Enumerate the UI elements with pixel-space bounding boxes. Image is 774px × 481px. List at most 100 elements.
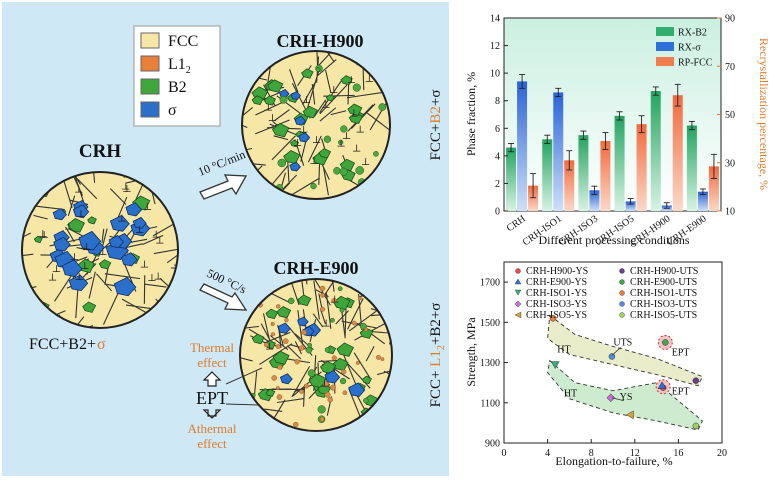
svg-text:⊥: ⊥ — [38, 229, 47, 240]
svg-text:⊥: ⊥ — [336, 138, 345, 149]
bar-RP-FCC-CRH-ISO3 — [600, 141, 611, 211]
crh-caption: FCC+B2+ — [29, 336, 96, 353]
bar-legend: RX-B2 RX-σ RP-FCC — [656, 27, 713, 69]
ys-pointer — [611, 397, 624, 402]
legend-swatch-3 — [140, 101, 160, 118]
bar-ytick-label-12: 12 — [490, 41, 500, 52]
point-CRH-H900-UTS — [692, 377, 700, 384]
svg-text:⊥: ⊥ — [143, 202, 152, 213]
scatter-annotation-3: HT — [564, 389, 577, 400]
athermal-label-2: effect — [197, 436, 227, 451]
bar-RX-σ-CRH-ISO1 — [553, 92, 564, 211]
svg-text:⊥: ⊥ — [52, 264, 61, 275]
scatter-legend-label-9: CRH-ISO5-UTS — [630, 310, 697, 321]
point-CRH-ISO3-UTS — [608, 353, 616, 360]
crh-caption-sigma: σ — [97, 336, 106, 353]
scatter-xtick-label-4: 4 — [545, 448, 550, 459]
scatter-ytick-label-1100: 1100 — [480, 398, 500, 409]
bar-y2tick-label-90: 90 — [725, 14, 735, 25]
crh-h900-microstructure: ⊥⊥⊥⊥⊥⊥⊥⊥⊥⊥⊥⊥⊥⊥⊥⊥⊥⊥ CRH-H900 FCC+B2+σ — [241, 31, 444, 200]
svg-text:⊥: ⊥ — [302, 95, 311, 106]
svg-text:⊥: ⊥ — [98, 247, 107, 258]
svg-text:⊥: ⊥ — [312, 135, 321, 146]
point-CRH-ISO5-YS — [625, 410, 634, 420]
bar-RP-FCC-CRH — [528, 185, 539, 211]
scatter-legend-marker-6 — [514, 300, 522, 308]
uts-pointer — [611, 347, 621, 356]
scatter-legend-label-7: CRH-ISO3-UTS — [630, 299, 697, 310]
bar-chart: 024681012141030507090CRHCRH-ISO1CRH-ISO3… — [464, 14, 771, 249]
scatter-legend-label-6: CRH-ISO3-YS — [526, 299, 587, 310]
svg-text:⊥: ⊥ — [74, 185, 83, 196]
legend-label-3: σ — [168, 102, 177, 119]
bar-RX-B2-CRH-H900 — [650, 91, 661, 211]
legend-label-2: B2 — [168, 79, 187, 96]
svg-text:⊥: ⊥ — [321, 319, 330, 330]
bar-RP-FCC-CRH-ISO1 — [564, 160, 575, 211]
bar-RX-σ-CRH-E900 — [697, 191, 708, 211]
athermal-label-1: Athermal — [187, 421, 236, 436]
bar-legend-label-0: RX-B2 — [678, 28, 707, 39]
point-CRH-E900-YS — [657, 381, 667, 389]
scatter-annotation-4: YS — [620, 392, 633, 403]
svg-text:⊥: ⊥ — [264, 103, 273, 114]
scatter-xtick-label-0: 0 — [502, 448, 507, 459]
bar-y2tick-label-30: 30 — [725, 158, 735, 169]
bar-y2tick-label-10: 10 — [725, 207, 735, 218]
svg-text:⊥: ⊥ — [151, 230, 160, 241]
scatter-legend-marker-1 — [619, 268, 625, 274]
svg-text:⊥: ⊥ — [299, 125, 308, 136]
scatter-x-axis-title: Elongation-to-failure, % — [555, 454, 672, 468]
bar-y2-axis-title: Recrystallization percentage, % — [757, 38, 771, 190]
crh-h900-phases: FCC+B2+σ — [428, 90, 444, 161]
scatter-annotation-0: HT — [557, 345, 570, 356]
thermal-label-1: Thermal — [190, 340, 234, 355]
bar-RP-FCC-CRH-H900 — [672, 95, 683, 211]
bar-ytick-label-14: 14 — [490, 14, 500, 25]
bar-y-axis-title: Phase fraction, % — [464, 72, 478, 156]
ht-band-ys — [547, 359, 703, 431]
ept-annotation: Thermal effect EPT Athermal effect — [187, 340, 263, 451]
crh-e900-title: CRH-E900 — [274, 258, 359, 278]
svg-text:⊥: ⊥ — [355, 124, 364, 135]
svg-text:⊥: ⊥ — [135, 225, 144, 236]
svg-text:⊥: ⊥ — [122, 184, 131, 195]
svg-text:⊥: ⊥ — [147, 273, 156, 284]
scatter-ytick-label-1700: 1700 — [480, 278, 500, 289]
bar-category-label-0: CRH — [505, 213, 528, 234]
scatter-legend-label-0: CRH-H900-YS — [526, 266, 588, 277]
point-CRH-ISO3-YS — [606, 393, 616, 403]
scatter-legend-marker-0 — [515, 268, 521, 274]
bar-y2tick-label-70: 70 — [725, 62, 735, 73]
scatter-legend-marker-5 — [619, 290, 625, 296]
scatter-legend-marker-7 — [619, 301, 625, 307]
scatter-legend: CRH-H900-YS CRH-H900-UTS CRH-E900-YS CRH-E9… — [514, 266, 698, 321]
svg-text:⊥: ⊥ — [140, 260, 149, 271]
svg-text:⊥: ⊥ — [121, 182, 130, 193]
bar-ytick-label-8: 8 — [495, 96, 500, 107]
scatter-legend-marker-9 — [619, 312, 625, 318]
bar-ytick-label-0: 0 — [495, 207, 500, 218]
svg-text:⊥: ⊥ — [80, 261, 89, 272]
svg-text:⊥: ⊥ — [352, 144, 361, 155]
point-CRH-ISO1-YS — [550, 361, 560, 370]
scatter-xtick-label-20: 20 — [717, 448, 727, 459]
svg-text:⊥: ⊥ — [349, 109, 358, 120]
svg-text:⊥: ⊥ — [320, 379, 329, 390]
svg-text:⊥: ⊥ — [82, 242, 91, 253]
bar-x-axis-title: Different processing conditions — [538, 233, 689, 247]
svg-text:⊥: ⊥ — [75, 272, 84, 283]
ht-band-uts — [547, 314, 703, 387]
bar-legend-swatch-2 — [656, 57, 674, 66]
scatter-legend-marker-8 — [514, 311, 522, 319]
svg-text:⊥: ⊥ — [309, 156, 318, 167]
crh-h900-title: CRH-H900 — [277, 31, 364, 51]
svg-text:⊥: ⊥ — [365, 74, 374, 85]
bar-RX-σ-CRH-ISO5 — [625, 201, 636, 211]
scatter-ytick-label-1500: 1500 — [480, 318, 500, 329]
thermal-up-arrow — [202, 371, 222, 387]
thermal-label-2: effect — [197, 355, 227, 370]
bar-RX-B2-CRH-ISO5 — [614, 115, 625, 211]
svg-text:⊥: ⊥ — [329, 85, 338, 96]
